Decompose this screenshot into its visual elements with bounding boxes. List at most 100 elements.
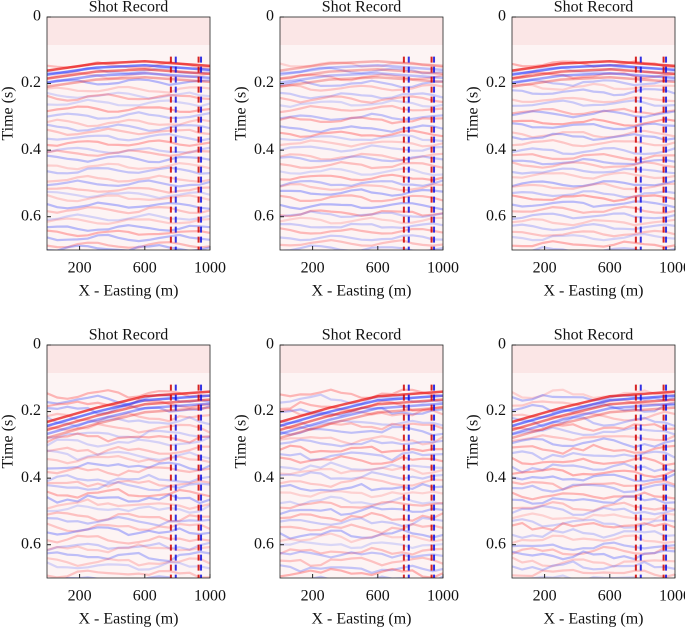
reflection [530, 246, 675, 250]
reflection [47, 541, 210, 552]
first-arrival [512, 60, 675, 72]
x-tick-label: 1000 [659, 588, 685, 605]
reflection [280, 152, 443, 162]
x-tick-label: 600 [598, 260, 622, 277]
reflection [47, 139, 210, 147]
y-tick-label: 0 [33, 336, 41, 353]
reflection [280, 129, 443, 138]
x-axis-label: X - Easting (m) [79, 611, 179, 628]
reflection [512, 500, 675, 512]
first-arrival [512, 72, 675, 84]
x-tick-label: 200 [533, 260, 557, 277]
y-tick-label: 0.4 [254, 469, 274, 486]
first-arrival [512, 406, 675, 440]
reflection [47, 127, 210, 137]
y-axis-label: Time (s) [0, 414, 17, 468]
x-tick-label: 200 [301, 588, 325, 605]
first-arrival [280, 406, 443, 440]
plot-frame [279, 16, 444, 251]
reflection [280, 505, 443, 516]
reflection [512, 568, 675, 578]
reflection [512, 491, 675, 501]
reflection [280, 564, 443, 575]
reflection [512, 423, 675, 432]
chart-title: Shot Record [554, 327, 634, 344]
reflection [280, 124, 443, 134]
reflection [512, 146, 675, 156]
y-tick-label: 0 [498, 8, 506, 25]
reflection [280, 104, 443, 114]
reflection [47, 123, 210, 132]
reflection [47, 488, 210, 499]
reflection [47, 186, 210, 194]
first-arrival [512, 76, 675, 88]
reflection [47, 149, 210, 157]
reflection [280, 444, 443, 454]
reflection [280, 567, 443, 578]
image-background [512, 17, 675, 250]
chart-title: Shot Record [554, 0, 634, 16]
reflection [280, 133, 443, 143]
reflection [47, 479, 210, 488]
reflection [512, 200, 675, 209]
reflection [280, 471, 443, 480]
reflection [512, 556, 675, 568]
reflection [47, 466, 210, 477]
reflection [280, 495, 443, 507]
reflection [47, 98, 210, 108]
reflection [512, 495, 675, 505]
reflection [280, 160, 443, 170]
x-axis-label: X - Easting (m) [544, 283, 644, 300]
reflection [280, 144, 443, 153]
reflection [280, 227, 443, 235]
reflection [512, 217, 675, 227]
first-arrival [280, 64, 443, 76]
reflection [47, 511, 210, 523]
reflection [47, 233, 210, 243]
seismic-image [47, 17, 210, 250]
reflection [512, 443, 675, 455]
image-background [512, 345, 675, 578]
reflection [280, 194, 443, 203]
x-tick-label: 600 [598, 588, 622, 605]
reflection [512, 240, 675, 249]
y-tick-label: 0.6 [254, 535, 274, 552]
reflection [280, 388, 443, 400]
y-tick-label: 0 [33, 8, 41, 25]
x-tick-label: 200 [533, 588, 557, 605]
x-tick-label: 600 [133, 588, 157, 605]
y-tick-label: 0.2 [486, 402, 506, 419]
reflection [47, 504, 210, 514]
reflection [512, 450, 675, 461]
reflection [47, 569, 210, 578]
y-tick-label: 0.6 [486, 207, 506, 224]
reflection [47, 436, 210, 448]
reflection [512, 138, 675, 148]
first-arrival [47, 76, 210, 88]
reflection [47, 105, 210, 114]
x-axis-label: X - Easting (m) [79, 283, 179, 300]
y-tick-label: 0.2 [486, 74, 506, 91]
reflection [47, 179, 210, 188]
first-arrival [512, 394, 675, 428]
direct-wave [512, 17, 675, 45]
reflection [512, 549, 675, 561]
reflection [280, 73, 443, 82]
reflection [47, 526, 210, 537]
plot-frame [279, 344, 444, 579]
reflection [280, 461, 443, 471]
reflection [280, 216, 443, 225]
first-arrival [512, 402, 675, 436]
direct-wave [280, 345, 443, 373]
plot-frame [511, 344, 676, 579]
reflection [512, 190, 675, 199]
reflection [47, 190, 210, 200]
plot-frame [511, 16, 676, 251]
reflection [512, 157, 675, 166]
y-tick-label: 0.4 [486, 141, 506, 158]
reflection [512, 416, 675, 428]
reflection [280, 546, 443, 556]
reflection [47, 432, 210, 444]
reflection [47, 85, 210, 94]
reflection [47, 422, 210, 434]
